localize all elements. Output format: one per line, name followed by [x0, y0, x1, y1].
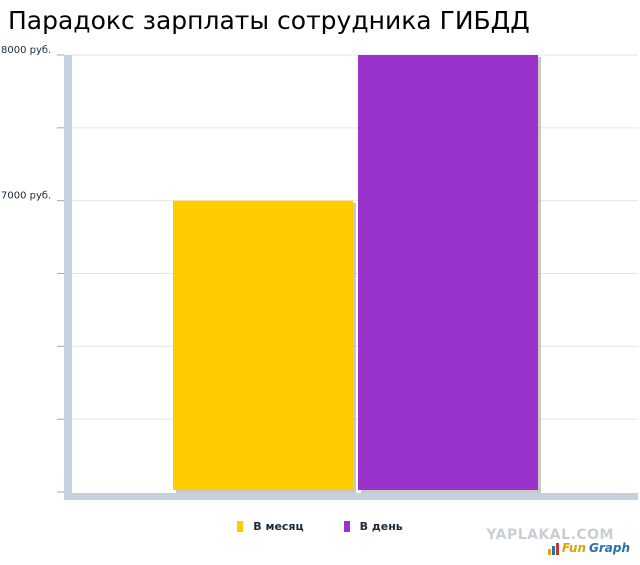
- legend-swatch-month: [237, 521, 244, 532]
- legend-item-month: В месяц: [237, 520, 304, 533]
- bar-month: [173, 200, 353, 490]
- brand-logo: Fun Graph: [547, 541, 630, 555]
- bar-chart: 8000 руб. 7000 руб.: [1, 45, 638, 500]
- brand-text-graph: Graph: [589, 541, 630, 555]
- brand-text-fun: Fun: [561, 541, 586, 555]
- x-axis: [72, 493, 638, 500]
- y-axis: [64, 55, 72, 500]
- legend-label-day: В день: [359, 520, 403, 533]
- bar-chart-icon: [547, 543, 559, 555]
- legend: В месяц В день: [0, 520, 640, 533]
- watermark-text: YAPLAKAL.COM: [486, 527, 614, 543]
- legend-label-month: В месяц: [253, 520, 304, 533]
- bar-day: [358, 55, 538, 490]
- legend-swatch-day: [343, 521, 350, 532]
- y-tick-label: 7000 руб.: [1, 191, 51, 202]
- y-tick-label: 8000 руб.: [1, 45, 51, 56]
- chart-title: Парадокс зарплаты сотрудника ГИБДД: [8, 6, 530, 35]
- legend-item-day: В день: [343, 520, 403, 533]
